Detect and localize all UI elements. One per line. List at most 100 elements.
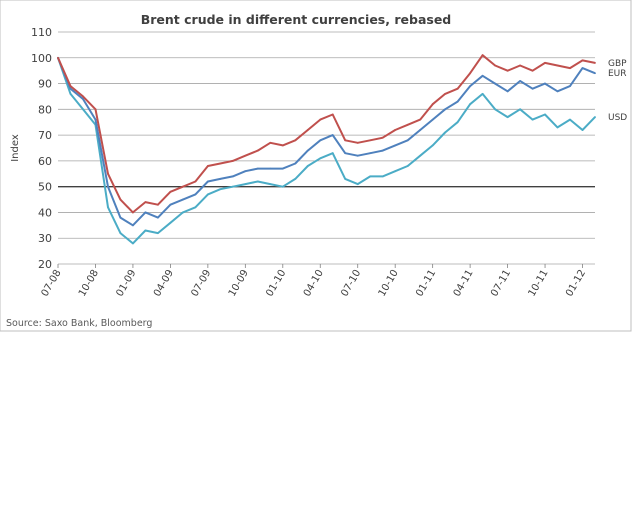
- data-point-usd: [481, 92, 484, 95]
- data-point-eur: [169, 203, 172, 206]
- data-point-gbp: [331, 113, 334, 116]
- gridlines: [58, 31, 595, 265]
- y-tick-label: 70: [38, 129, 52, 142]
- data-point-eur: [231, 175, 234, 178]
- data-point-usd: [306, 165, 309, 167]
- data-point-gbp: [369, 139, 372, 142]
- data-point-eur: [344, 152, 347, 155]
- data-point-gbp: [344, 139, 347, 142]
- data-point-gbp: [506, 69, 509, 72]
- data-point-eur: [581, 67, 584, 69]
- data-point-gbp: [194, 180, 197, 183]
- data-point-gbp: [206, 165, 209, 167]
- data-point-gbp: [281, 144, 284, 147]
- data-point-usd: [394, 170, 397, 173]
- legend-label-eur: EUR: [608, 69, 627, 79]
- data-point-gbp: [531, 69, 534, 72]
- data-point-eur: [469, 85, 472, 88]
- legend-label-gbp: GBP: [608, 59, 627, 69]
- data-point-eur: [219, 178, 222, 180]
- data-point-eur: [419, 129, 422, 131]
- data-point-eur: [544, 82, 546, 85]
- data-point-usd: [194, 206, 197, 209]
- data-point-eur: [319, 139, 322, 142]
- data-point-usd: [594, 116, 596, 118]
- data-point-usd: [294, 178, 297, 180]
- data-point-gbp: [556, 64, 559, 67]
- data-point-eur: [119, 216, 122, 219]
- legend-label-usd: USD: [608, 113, 627, 123]
- data-point-eur: [194, 193, 197, 196]
- data-point-gbp: [431, 103, 434, 106]
- data-point-eur: [506, 90, 509, 93]
- data-point-usd: [381, 175, 384, 178]
- series-line-eur: [57, 57, 596, 227]
- data-point-eur: [269, 167, 272, 170]
- data-point-gbp: [406, 123, 409, 126]
- data-point-gbp: [107, 172, 109, 175]
- data-point-gbp: [444, 92, 447, 95]
- data-point-eur: [431, 118, 434, 121]
- data-point-eur: [107, 185, 109, 188]
- data-point-usd: [219, 188, 222, 191]
- data-point-gbp: [269, 141, 272, 144]
- data-point-usd: [356, 183, 359, 185]
- data-point-usd: [169, 221, 172, 224]
- data-point-eur: [444, 108, 447, 111]
- data-point-eur: [569, 85, 571, 88]
- chart-border: [0, 0, 632, 332]
- data-point-gbp: [381, 136, 384, 139]
- data-point-usd: [119, 232, 122, 234]
- data-point-eur: [494, 82, 496, 85]
- data-point-gbp: [481, 54, 484, 57]
- y-tick-label: 60: [38, 155, 52, 168]
- data-point-usd: [319, 157, 322, 160]
- data-point-gbp: [169, 190, 172, 193]
- data-point-usd: [569, 118, 571, 121]
- y-tick-label: 30: [38, 232, 52, 245]
- data-point-usd: [231, 185, 234, 188]
- chart-title: Brent crude in different currencies, reb…: [141, 12, 452, 27]
- data-point-usd: [581, 129, 584, 131]
- data-point-gbp: [57, 56, 59, 59]
- source-note: Source: Saxo Bank, Bloomberg: [6, 318, 152, 329]
- data-point-usd: [431, 144, 434, 147]
- y-tick-label: 110: [31, 26, 52, 39]
- data-point-eur: [206, 180, 209, 183]
- data-point-gbp: [82, 95, 84, 98]
- data-point-gbp: [256, 149, 259, 152]
- data-point-eur: [456, 100, 459, 103]
- data-point-usd: [157, 232, 159, 234]
- data-point-eur: [531, 87, 534, 90]
- data-point-eur: [244, 170, 247, 173]
- data-point-usd: [494, 108, 496, 111]
- data-point-usd: [344, 178, 347, 180]
- series-lines: [57, 54, 596, 245]
- data-point-eur: [256, 167, 259, 170]
- data-point-usd: [144, 229, 147, 232]
- data-point-usd: [244, 183, 247, 185]
- y-tick-label: 50: [38, 181, 52, 194]
- data-point-gbp: [144, 201, 147, 204]
- data-point-usd: [281, 185, 284, 188]
- data-point-eur: [181, 198, 184, 201]
- data-point-gbp: [594, 62, 596, 64]
- y-axis-label: Index: [10, 134, 21, 162]
- data-point-gbp: [569, 67, 571, 69]
- data-point-gbp: [581, 59, 584, 62]
- data-point-usd: [256, 180, 259, 183]
- data-point-usd: [369, 175, 372, 178]
- data-point-eur: [144, 211, 147, 214]
- data-point-eur: [481, 74, 484, 77]
- data-point-gbp: [494, 64, 496, 67]
- data-point-gbp: [544, 62, 546, 64]
- data-point-eur: [356, 154, 359, 157]
- data-point-usd: [556, 126, 559, 129]
- series-line-usd: [57, 57, 596, 245]
- data-point-usd: [82, 108, 84, 111]
- data-point-eur: [556, 90, 559, 93]
- data-point-usd: [206, 193, 209, 196]
- data-point-eur: [331, 134, 334, 137]
